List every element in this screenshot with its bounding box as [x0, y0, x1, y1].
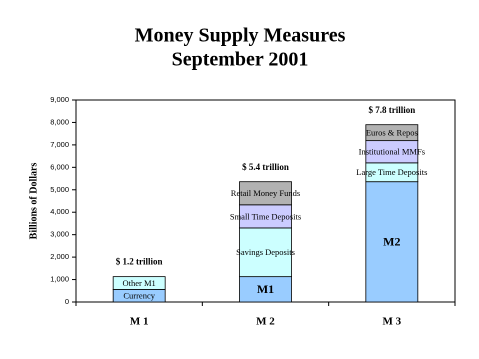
y-tick-label: 5,000: [50, 185, 69, 194]
segment-label: M1: [257, 282, 274, 296]
y-tick-label: 7,000: [50, 140, 69, 149]
y-tick-label: 4,000: [50, 207, 69, 216]
y-axis-label: Billions of Dollars: [28, 163, 39, 240]
bar-segment: [239, 181, 292, 206]
x-tick-label: M 1: [130, 316, 149, 328]
segment-label: Savings Deposits: [236, 247, 295, 257]
x-tick-label: M 2: [256, 316, 275, 328]
y-tick-label: 3,000: [50, 230, 69, 239]
bar-segment: [239, 227, 292, 278]
total-label: $ 1.2 trillion: [116, 257, 163, 267]
total-label: $ 7.8 trillion: [368, 105, 415, 115]
y-tick-label: 2,000: [50, 252, 69, 261]
y-tick-label: 8,000: [50, 117, 69, 126]
segment-label: Institutional MMFs: [359, 147, 425, 157]
y-tick-label: 9,000: [50, 95, 69, 104]
y-tick-label: 6,000: [50, 162, 69, 171]
total-label: $ 5.4 trillion: [242, 162, 289, 172]
y-tick-label: 1,000: [50, 275, 69, 284]
chart-subtitle: September 2001: [172, 49, 309, 71]
segment-label: Small Time Deposits: [230, 211, 301, 221]
x-tick-label: M 3: [383, 316, 402, 328]
chart-title: Money Supply Measures: [135, 25, 346, 47]
bar-segment: [112, 276, 166, 290]
y-tick-label: 0: [65, 297, 69, 306]
segment-label: Other M1: [123, 278, 156, 288]
segment-label: M2: [383, 235, 400, 249]
segment-label: Retail Money Funds: [231, 188, 300, 198]
segment-label: Euros & Repos: [366, 128, 418, 138]
segment-label: Currency: [123, 291, 155, 301]
segment-label: Large Time Deposits: [356, 167, 427, 177]
bar-segment: [365, 124, 419, 142]
